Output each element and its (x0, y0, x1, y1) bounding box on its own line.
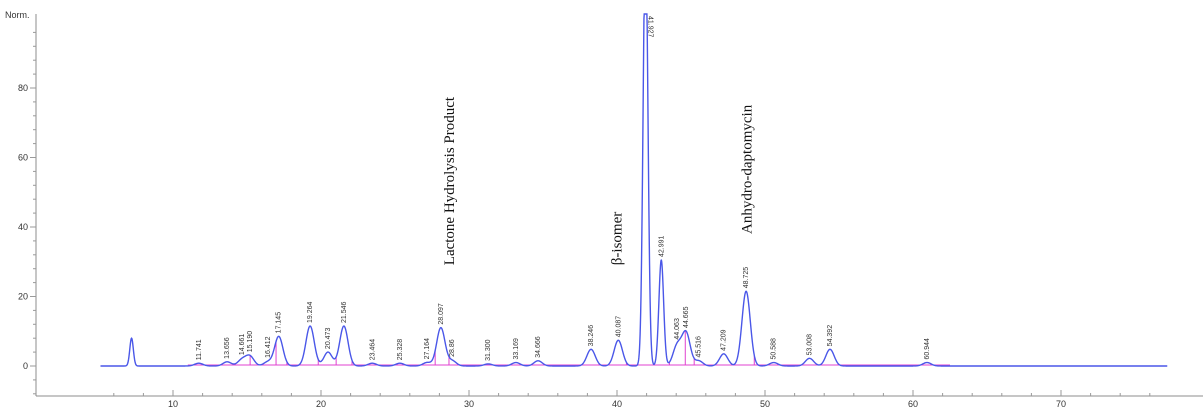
peak-label: 13.656 (224, 337, 231, 359)
peak-label: 14.661 (239, 334, 246, 356)
peak-label: 23.464 (369, 339, 376, 361)
peak-label: 11.741 (196, 339, 203, 360)
peak-label: 33.169 (513, 338, 520, 360)
x-tick-label: 10 (168, 399, 178, 409)
y-tick-label: 80 (18, 83, 28, 93)
peak-label: 44.665 (683, 306, 690, 328)
x-tick-label: 50 (760, 399, 770, 409)
peak-label: 42.991 (658, 235, 665, 257)
y-axis-label: Norm. (5, 10, 30, 20)
peak-label: 21.546 (341, 302, 348, 324)
peak-labels: 11.741 13.656 14.661 15.190 16.412 17.145 19.2… (196, 16, 931, 361)
peak-label: 25.328 (397, 339, 404, 361)
y-tick-label: 20 (18, 292, 28, 302)
peak-label: 28.86 (449, 339, 456, 357)
y-axis-label-group: Norm. (5, 10, 30, 20)
peak-label: 34.666 (535, 336, 542, 358)
peak-label: 16.412 (265, 336, 272, 358)
peak-label: 38.246 (588, 325, 595, 347)
annotation-label: Anhydro-daptomycin (740, 104, 756, 234)
peak-label: 41.927 (647, 16, 654, 38)
peak-label: 31.300 (485, 339, 492, 361)
peak-label: 20.473 (325, 328, 332, 350)
peak-label: 54.392 (827, 325, 834, 347)
peak-label: 47.209 (721, 329, 728, 351)
peak-label: 45.516 (696, 336, 703, 358)
peak-label: 48.725 (743, 267, 750, 289)
chromatogram-trace (100, 13, 1168, 367)
peak-label: 53.008 (807, 334, 814, 356)
axes (35, 14, 1203, 397)
x-ticks: 10 20 30 40 50 60 70 (113, 390, 1151, 409)
x-tick-label: 30 (464, 399, 474, 409)
peak-label: 19.264 (307, 302, 314, 324)
peak-label: 50.588 (771, 338, 778, 360)
peak-label: 15.190 (247, 331, 254, 353)
y-tick-label: 0 (23, 361, 28, 371)
y-ticks: 0 20 40 60 80 (18, 31, 36, 395)
y-tick-label: 60 (18, 153, 28, 163)
peak-label: 60.944 (924, 338, 931, 360)
annotations: Lactone Hydrolysis Product β-isomer Anhydr… (442, 96, 755, 265)
annotation-label: β-isomer (609, 212, 625, 265)
annotation-label: Lactone Hydrolysis Product (442, 96, 458, 265)
peak-label: 27.164 (424, 338, 431, 360)
trace-group (100, 13, 1168, 367)
x-tick-label: 20 (316, 399, 326, 409)
peak-label: 28.097 (438, 303, 445, 325)
y-tick-label: 40 (18, 222, 28, 232)
x-tick-label: 40 (612, 399, 622, 409)
x-tick-label: 60 (908, 399, 918, 409)
peak-label: 40.087 (615, 316, 622, 338)
x-tick-label: 70 (1056, 399, 1066, 409)
peak-label: 44.063 (674, 318, 681, 340)
peak-label: 17.145 (276, 312, 283, 334)
